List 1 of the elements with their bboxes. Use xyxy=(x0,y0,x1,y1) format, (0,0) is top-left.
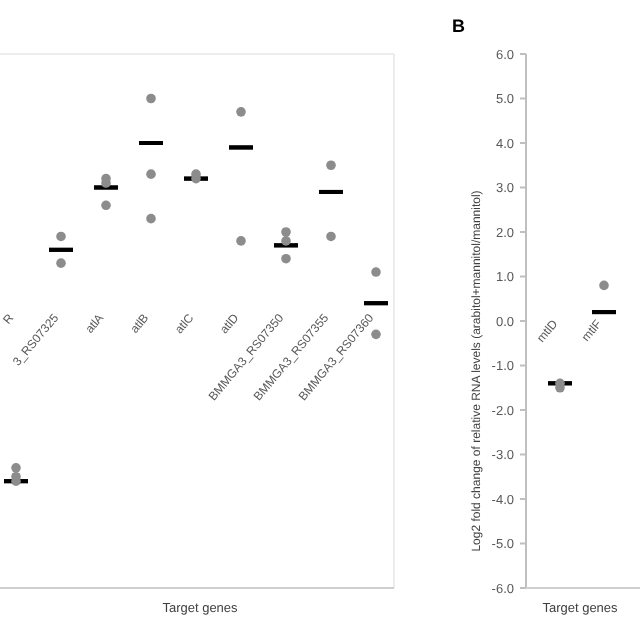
text: B xyxy=(452,16,466,36)
